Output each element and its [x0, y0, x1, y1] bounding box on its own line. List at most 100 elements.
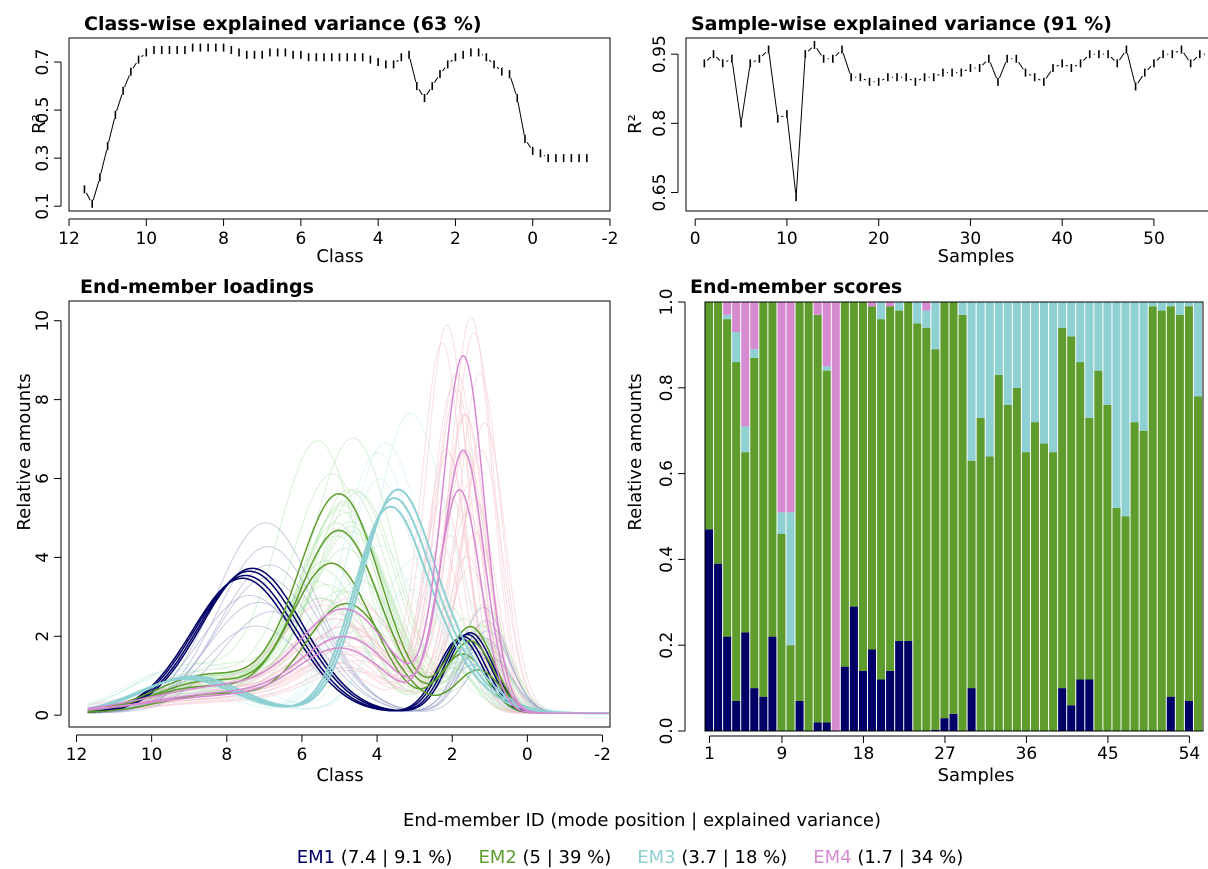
em1-score-bar: [1076, 679, 1085, 731]
sample-variance-title: Sample-wise explained variance (91 %): [691, 13, 1112, 35]
em3-score-bar: [985, 302, 994, 457]
em2-score-bar: [741, 452, 750, 633]
em2-score-bar: [877, 319, 886, 680]
em2-score-bar: [1139, 430, 1148, 731]
legend-em2-detail: (5 | 39 %): [517, 847, 611, 868]
em2-score-bar: [1012, 387, 1021, 731]
legend-em4-name: EM4: [813, 847, 851, 868]
em4-score-bar: [831, 302, 840, 731]
em1-score-bar: [867, 649, 877, 731]
em2-score-bar: [904, 302, 913, 641]
em1-score-bar: [1085, 679, 1094, 731]
class-variance-y-tick-label: 0.1: [33, 193, 53, 220]
sample-variance-ylabel: R²: [625, 114, 646, 134]
em2-score-bar: [858, 302, 867, 671]
sample-variance-segment: [989, 62, 997, 79]
scores-title: End-member scores: [690, 276, 902, 298]
legend-entries: EM1 (7.4 | 9.1 %) EM2 (5 | 39 %) EM3 (3.7 …: [297, 847, 964, 868]
em2-score-bar: [1157, 310, 1166, 731]
em2-score-bar: [958, 314, 967, 731]
em2-score-bar: [714, 302, 723, 564]
sample-variance-x-tick-label: 20: [868, 229, 890, 249]
sample-variance-x-tick-label: 0: [690, 229, 701, 249]
sample-variance-segment: [937, 73, 940, 76]
class-variance-segment: [100, 149, 108, 174]
class-variance-segment: [433, 77, 439, 83]
em3-score-bar: [913, 302, 922, 324]
em2-score-bar: [705, 302, 714, 530]
em2-score-bar: [886, 306, 895, 671]
em3-score-bar: [1067, 302, 1076, 337]
loadings-panel: End-member loadings 12 10 8 6 4 2 0 -2 0 2 4 6 8 10 C…: [14, 276, 611, 786]
loadings-x-tick-label: 8: [221, 745, 232, 765]
em2-score-bar: [1049, 452, 1058, 731]
class-variance-x-tick-label: -2: [602, 229, 619, 249]
legend-em4-detail: (1.7 | 34 %): [852, 847, 964, 868]
em2-score-bar: [949, 302, 958, 714]
sample-variance-segment: [1045, 71, 1052, 79]
scores-x-tick-label: 9: [777, 744, 788, 764]
class-variance-x-tick-label: 4: [373, 229, 384, 249]
em2-score-bar: [985, 456, 994, 731]
class-variance-segment: [141, 54, 144, 58]
class-variance-segment: [526, 142, 531, 148]
em1-score-bar: [949, 713, 958, 731]
class-variance-segment: [450, 59, 453, 63]
sample-variance-segment: [982, 61, 987, 66]
em2-score-bar: [759, 302, 768, 697]
class-variance-segment: [92, 181, 100, 201]
em3-score-bar: [1094, 302, 1103, 371]
class-variance-xlabel: Class: [316, 246, 363, 267]
em1-score-bar: [931, 729, 940, 731]
sample-variance-segment: [1110, 56, 1115, 61]
em2-score-bar: [849, 302, 858, 607]
em2-score-bar: [1058, 327, 1067, 689]
scores-panel: End-member scores 1 9 18 27 36 45 54 0.0 0.2 0.4 0…: [625, 276, 1204, 786]
sample-variance-x-tick-label: 50: [1143, 229, 1165, 249]
class-variance-segment: [116, 94, 123, 112]
em1-score-bar: [895, 640, 904, 731]
class-variance-segment: [124, 75, 130, 88]
scores-xlabel: Samples: [938, 765, 1015, 786]
em2-score-bar: [1175, 314, 1184, 731]
loading-member-curve: [87, 342, 609, 714]
em2-score-bar: [1148, 306, 1157, 731]
scores-y-tick-label: 0.0: [657, 717, 677, 744]
em2-score-bar: [822, 370, 831, 723]
em3-score-bar: [723, 314, 732, 320]
class-variance-segment: [496, 66, 500, 70]
class-variance-segment: [396, 59, 399, 63]
em3-score-bar: [1148, 302, 1157, 307]
sample-variance-segment: [706, 56, 712, 61]
sample-variance-segment: [1028, 73, 1032, 76]
em3-score-bar: [967, 302, 976, 461]
em1-score-bar: [768, 636, 777, 731]
sample-variance-segment: [807, 47, 812, 52]
em3-score-bar: [1157, 302, 1166, 311]
sample-variance-segment: [835, 52, 840, 57]
class-variance-y-tick-label: 0.3: [33, 145, 53, 172]
class-variance-segment: [426, 89, 431, 95]
em2-score-bar: [804, 302, 813, 731]
loadings-title: End-member loadings: [80, 276, 314, 298]
em2-score-bar: [940, 302, 949, 719]
em4-score-bar: [732, 302, 741, 333]
em4-score-bar: [822, 302, 831, 367]
sample-variance-y-tick-label: 0.95: [650, 35, 670, 73]
em3-score-bar: [1166, 302, 1175, 307]
em3-score-bar: [822, 366, 831, 371]
class-variance-title: Class-wise explained variance (63 %): [84, 13, 482, 35]
loadings-x-tick-label: -2: [594, 745, 611, 765]
em1-score-bar: [858, 670, 867, 731]
em1-score-bar: [1184, 700, 1193, 731]
em3-score-bar: [1175, 302, 1184, 315]
sample-variance-segment: [1183, 52, 1189, 61]
em4-score-bar: [922, 302, 931, 311]
loadings-frame: [68, 300, 611, 728]
loadings-x-tick-label: 6: [297, 745, 308, 765]
sample-variance-x-tick-label: 40: [1051, 229, 1073, 249]
em2-score-bar: [1112, 507, 1121, 731]
sample-variance-xlabel: Samples: [938, 246, 1015, 267]
em2-score-bar: [931, 349, 940, 730]
sample-variance-segment: [1175, 50, 1179, 53]
